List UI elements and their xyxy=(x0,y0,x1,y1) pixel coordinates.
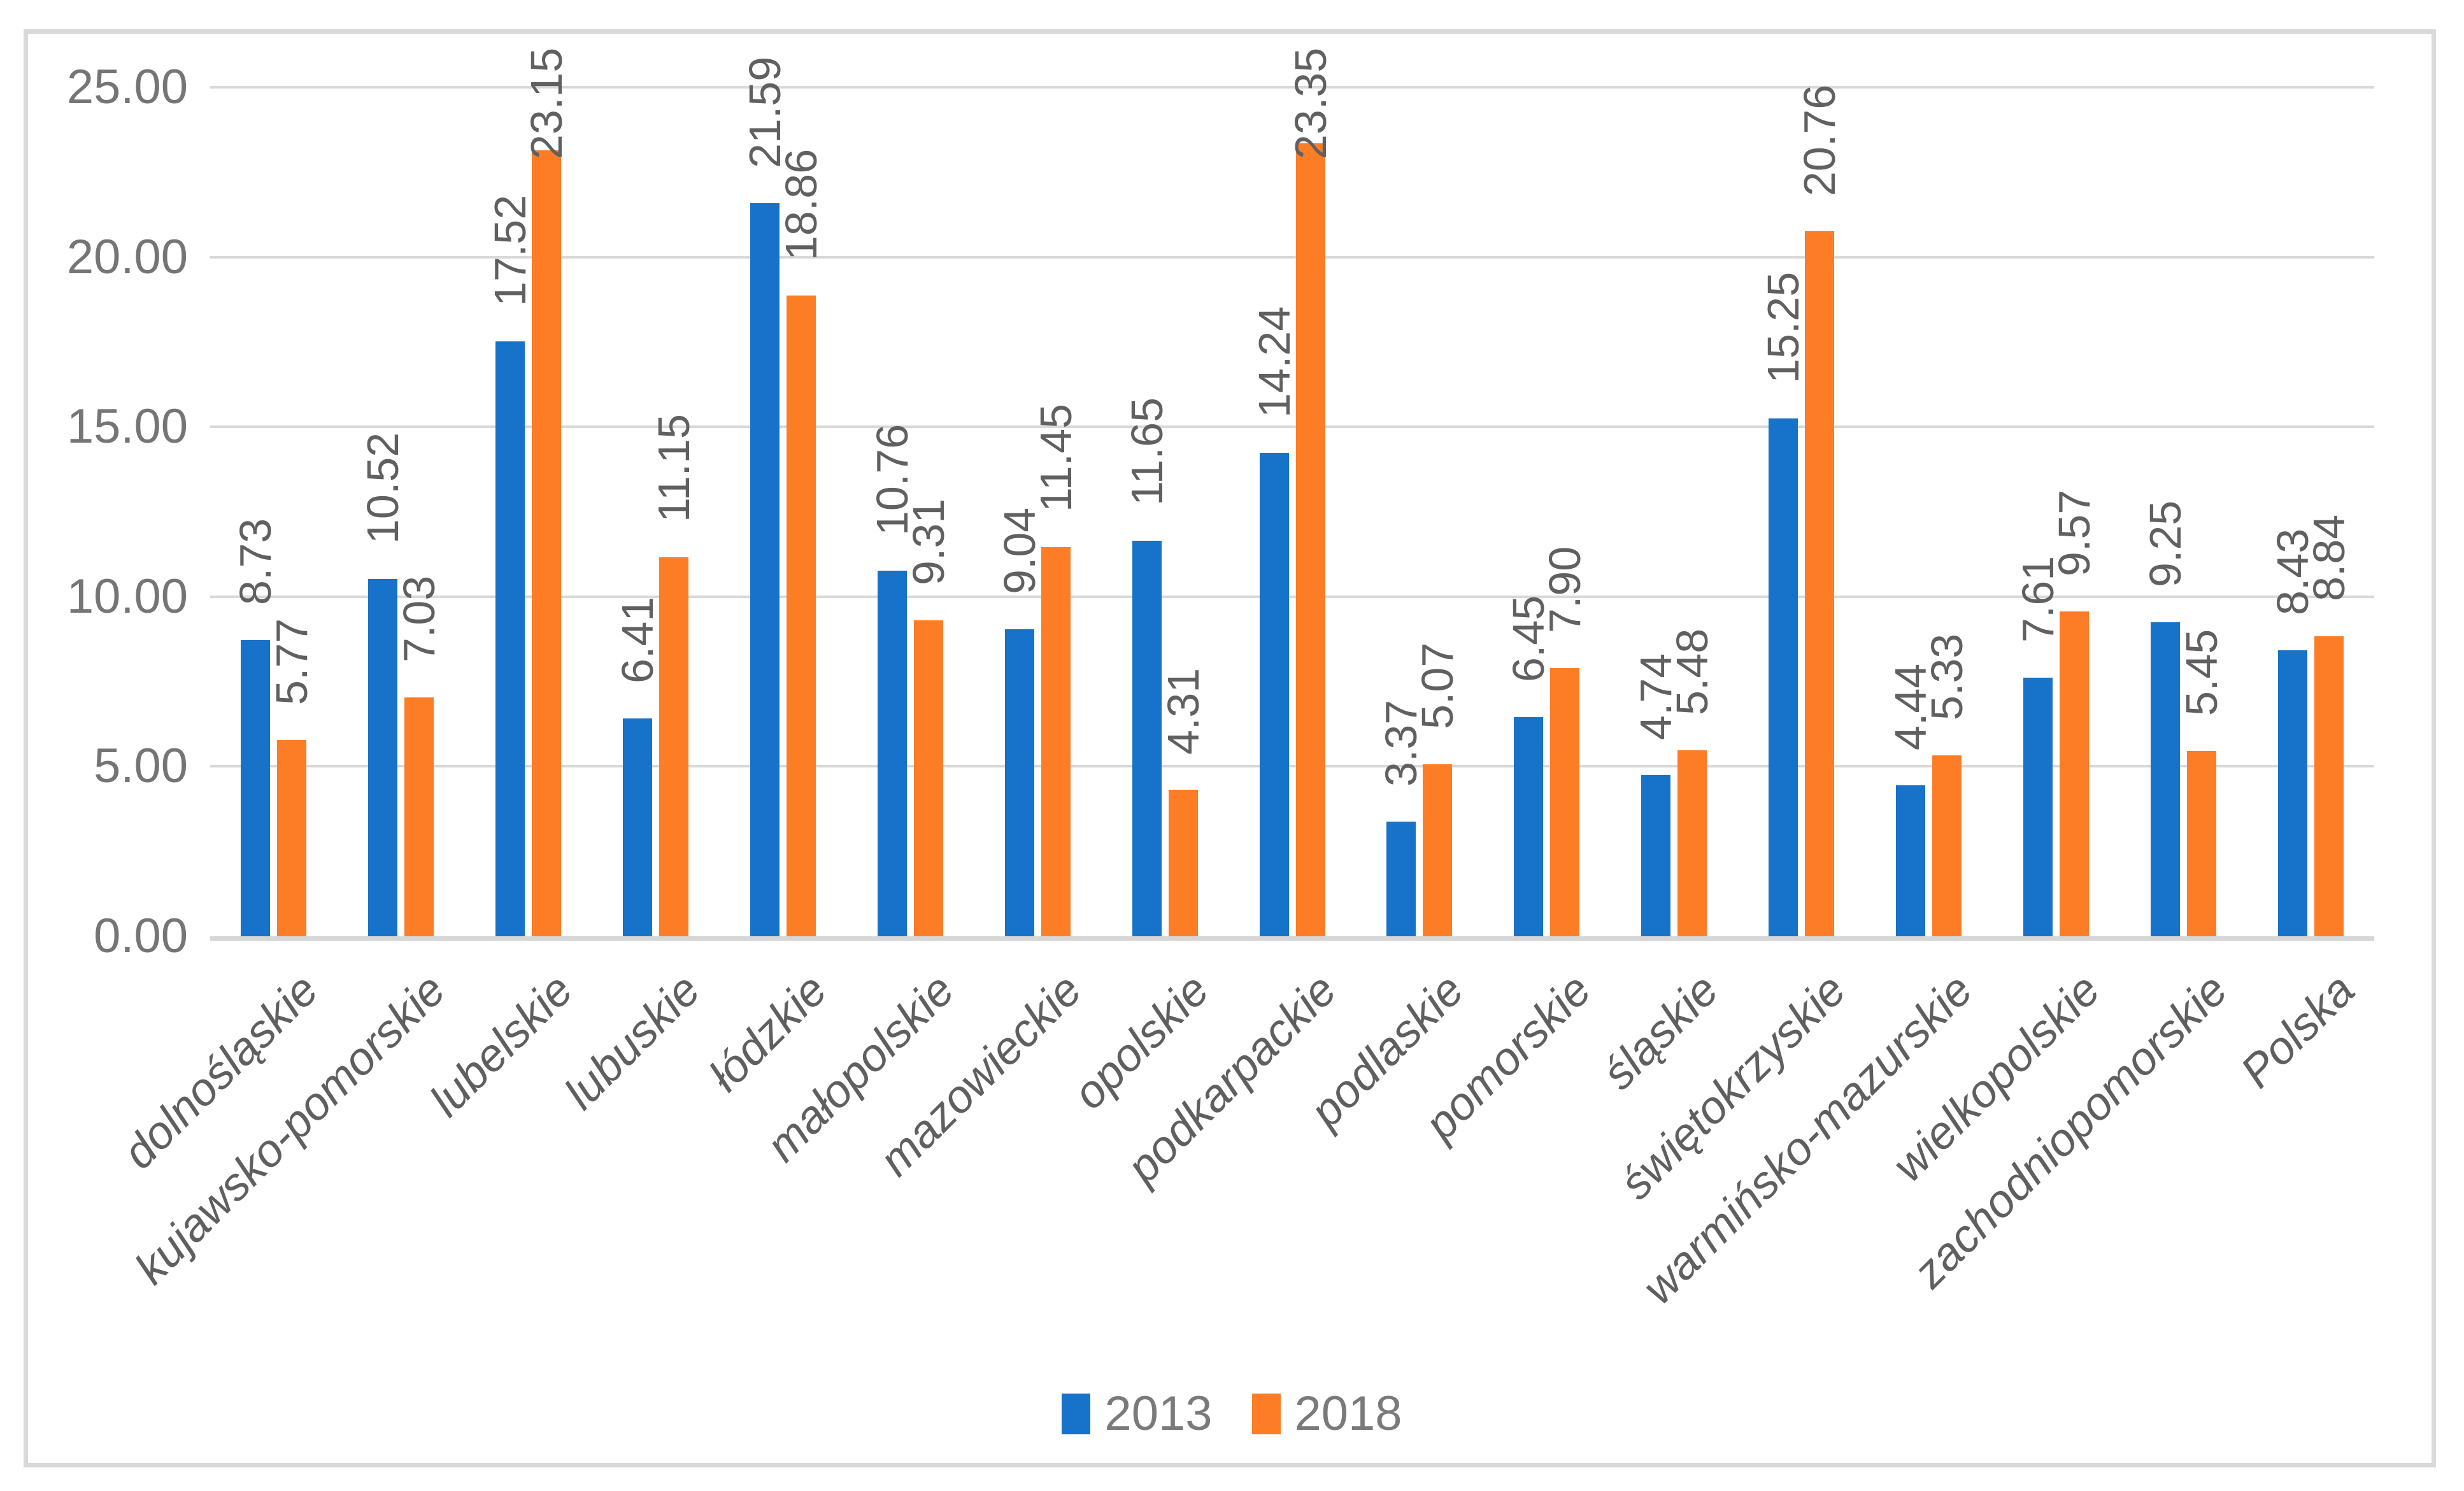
legend: 2013 2018 xyxy=(0,1390,2464,1438)
bar-2013-zachodniopomorskie xyxy=(2151,622,2180,936)
bar-2013-wielkopolskie xyxy=(2023,678,2053,936)
bar-2018-podlaskie xyxy=(1423,764,1452,936)
bar-2013-Polska xyxy=(2278,650,2307,936)
y-axis-tick-25.00: 25.00 xyxy=(66,60,188,114)
bar-2013-lubuskie xyxy=(623,718,652,936)
gridline-20 xyxy=(210,256,2374,259)
bar-2013-kujawsko-pomorskie xyxy=(368,579,397,936)
bar-2018-zachodniopomorskie xyxy=(2187,751,2216,936)
value-label-2018-dolnośląskie: 5.77 xyxy=(267,618,317,705)
value-label-2018-lubelskie: 23.15 xyxy=(522,47,571,159)
value-label-2013-zachodniopomorskie: 9.25 xyxy=(2140,500,2190,587)
bar-2018-pomorskie xyxy=(1550,668,1579,936)
bar-2018-świętokrzyskie xyxy=(1805,231,1834,936)
value-label-2018-mazowieckie: 11.45 xyxy=(1031,404,1081,512)
bar-2018-podkarpackie xyxy=(1296,143,1325,936)
value-label-2018-lubuskie: 11.15 xyxy=(649,414,699,522)
bar-2018-opolskie xyxy=(1169,790,1198,936)
gridline-10 xyxy=(210,596,2374,598)
y-axis-tick-20.00: 20.00 xyxy=(66,230,188,284)
value-label-2018-małopolskie: 9.31 xyxy=(904,498,953,585)
bar-2013-opolskie xyxy=(1132,541,1162,936)
bar-2018-łódzkie xyxy=(787,296,816,936)
y-axis-tick-0.00: 0.00 xyxy=(94,909,188,963)
bar-2013-warmińsko-mazurskie xyxy=(1896,785,1925,936)
value-label-2018-podlaskie: 5.07 xyxy=(1413,642,1462,729)
bar-2018-kujawsko-pomorskie xyxy=(404,697,434,936)
bar-2013-dolnośląskie xyxy=(241,640,270,936)
bar-2013-świętokrzyskie xyxy=(1769,418,1798,936)
value-label-2018-podkarpackie: 23.35 xyxy=(1286,47,1335,159)
legend-label-2018: 2018 xyxy=(1294,1387,1402,1441)
legend-item-2018: 2018 xyxy=(1251,1387,1402,1441)
value-label-2018-pomorskie: 7.90 xyxy=(1540,546,1590,633)
bar-2018-dolnośląskie xyxy=(277,740,306,936)
value-label-2013-opolskie: 11.65 xyxy=(1122,397,1172,506)
y-axis-tick-15.00: 15.00 xyxy=(66,399,188,453)
value-label-2013-lubelskie: 17.52 xyxy=(485,194,535,306)
bar-2018-mazowieckie xyxy=(1041,547,1071,936)
gridline-25 xyxy=(210,86,2374,89)
gridline-5 xyxy=(210,765,2374,767)
bar-2013-mazowieckie xyxy=(1005,629,1034,936)
value-label-2018-świętokrzyskie: 20.76 xyxy=(1795,84,1844,196)
value-label-2013-mazowieckie: 9.04 xyxy=(995,507,1044,594)
value-label-2018-zachodniopomorskie: 5.45 xyxy=(2177,629,2226,716)
bar-2018-lubelskie xyxy=(532,150,561,936)
bar-2018-warmińsko-mazurskie xyxy=(1932,755,1962,936)
bar-2018-małopolskie xyxy=(914,620,943,936)
value-label-2018-warmińsko-mazurskie: 5.33 xyxy=(1922,633,1972,720)
value-label-2018-śląskie: 5.48 xyxy=(1667,628,1717,715)
legend-marker-2018 xyxy=(1251,1394,1281,1434)
value-label-2013-świętokrzyskie: 15.25 xyxy=(1758,271,1808,383)
y-axis-tick-5.00: 5.00 xyxy=(94,739,188,793)
bar-2013-łódzkie xyxy=(750,203,780,936)
bar-2013-lubelskie xyxy=(495,341,525,936)
bar-2018-wielkopolskie xyxy=(2060,611,2089,936)
bar-2013-pomorskie xyxy=(1514,717,1543,936)
value-label-2018-wielkopolskie: 9.57 xyxy=(2049,489,2099,576)
value-label-2013-podkarpackie: 14.24 xyxy=(1250,306,1299,418)
bar-2018-śląskie xyxy=(1677,750,1707,936)
value-label-2018-opolskie: 4.31 xyxy=(1158,667,1208,755)
legend-label-2013: 2013 xyxy=(1104,1387,1213,1441)
bar-2018-Polska xyxy=(2314,636,2344,936)
value-label-2018-łódzkie: 18.86 xyxy=(776,148,826,260)
value-label-2018-Polska: 8.84 xyxy=(2304,514,2354,601)
value-label-2013-lubuskie: 6.41 xyxy=(613,596,662,683)
value-label-2013-dolnośląskie: 8.73 xyxy=(231,518,280,605)
gridline-15 xyxy=(210,425,2374,428)
x-axis-line xyxy=(210,936,2374,941)
bar-2013-podkarpackie xyxy=(1260,453,1289,936)
bar-2018-lubuskie xyxy=(659,557,688,936)
legend-item-2013: 2013 xyxy=(1062,1387,1213,1441)
bar-2013-podlaskie xyxy=(1386,822,1416,936)
bar-2013-śląskie xyxy=(1641,775,1670,936)
value-label-2018-kujawsko-pomorskie: 7.03 xyxy=(394,575,444,662)
legend-marker-2013 xyxy=(1062,1394,1091,1434)
y-axis-tick-10.00: 10.00 xyxy=(66,569,188,624)
value-label-2013-kujawsko-pomorskie: 10.52 xyxy=(358,432,408,544)
bar-2013-małopolskie xyxy=(878,571,907,936)
